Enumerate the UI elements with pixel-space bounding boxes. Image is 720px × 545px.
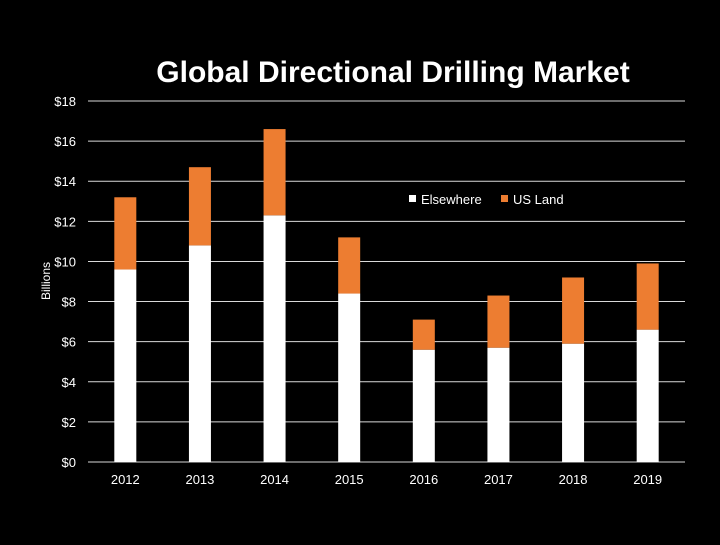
y-tick-label: $12 [54, 214, 76, 229]
bar-us-land-2012 [114, 197, 137, 270]
y-tick-label: $10 [54, 254, 76, 269]
x-tick-label: 2019 [633, 472, 662, 487]
x-tick-label: 2012 [111, 472, 140, 487]
bar-us-land-2015 [338, 237, 361, 294]
bar-us-land-2014 [263, 129, 286, 216]
legend-label-us-land: US Land [513, 192, 564, 207]
bar-elsewhere-2019 [636, 329, 659, 462]
bar-elsewhere-2015 [338, 293, 361, 462]
y-tick-label: $6 [62, 335, 76, 350]
bar-us-land-2017 [487, 295, 510, 348]
bar-elsewhere-2012 [114, 269, 137, 462]
y-tick-label: $4 [62, 375, 76, 390]
x-tick-labels: 2012 2013 2014 2015 2016 2017 2018 2019 [111, 472, 662, 487]
x-tick-label: 2013 [185, 472, 214, 487]
y-tick-label: $8 [62, 295, 76, 310]
x-tick-label: 2015 [335, 472, 364, 487]
legend-label-elsewhere: Elsewhere [421, 192, 482, 207]
y-tick-label: $0 [62, 455, 76, 470]
bar-elsewhere-2014 [263, 215, 286, 462]
x-tick-label: 2018 [559, 472, 588, 487]
legend-swatch-us-land [501, 195, 508, 202]
bar-elsewhere-2016 [412, 349, 435, 462]
bar-us-land-2019 [636, 263, 659, 330]
y-tick-labels: $0 $2 $4 $6 $8 $10 $12 $14 $16 $18 [54, 94, 76, 470]
bar-elsewhere-2018 [562, 343, 585, 462]
y-tick-label: $16 [54, 134, 76, 149]
gridlines [88, 100, 685, 463]
bar-us-land-2018 [562, 277, 585, 344]
x-tick-label: 2016 [409, 472, 438, 487]
bar-us-land-2016 [412, 319, 435, 350]
bar-us-land-2013 [188, 167, 211, 246]
x-tick-label: 2017 [484, 472, 513, 487]
bar-elsewhere-2017 [487, 347, 510, 462]
x-tick-label: 2014 [260, 472, 289, 487]
y-tick-label: $18 [54, 94, 76, 109]
legend: Elsewhere US Land [409, 192, 564, 207]
y-tick-label: $2 [62, 415, 76, 430]
y-axis-label: Billions [39, 262, 53, 300]
y-tick-label: $14 [54, 174, 76, 189]
chart-title: Global Directional Drilling Market [156, 56, 629, 89]
legend-swatch-elsewhere [409, 195, 416, 202]
bar-elsewhere-2013 [188, 245, 211, 462]
bars-group [114, 129, 659, 462]
